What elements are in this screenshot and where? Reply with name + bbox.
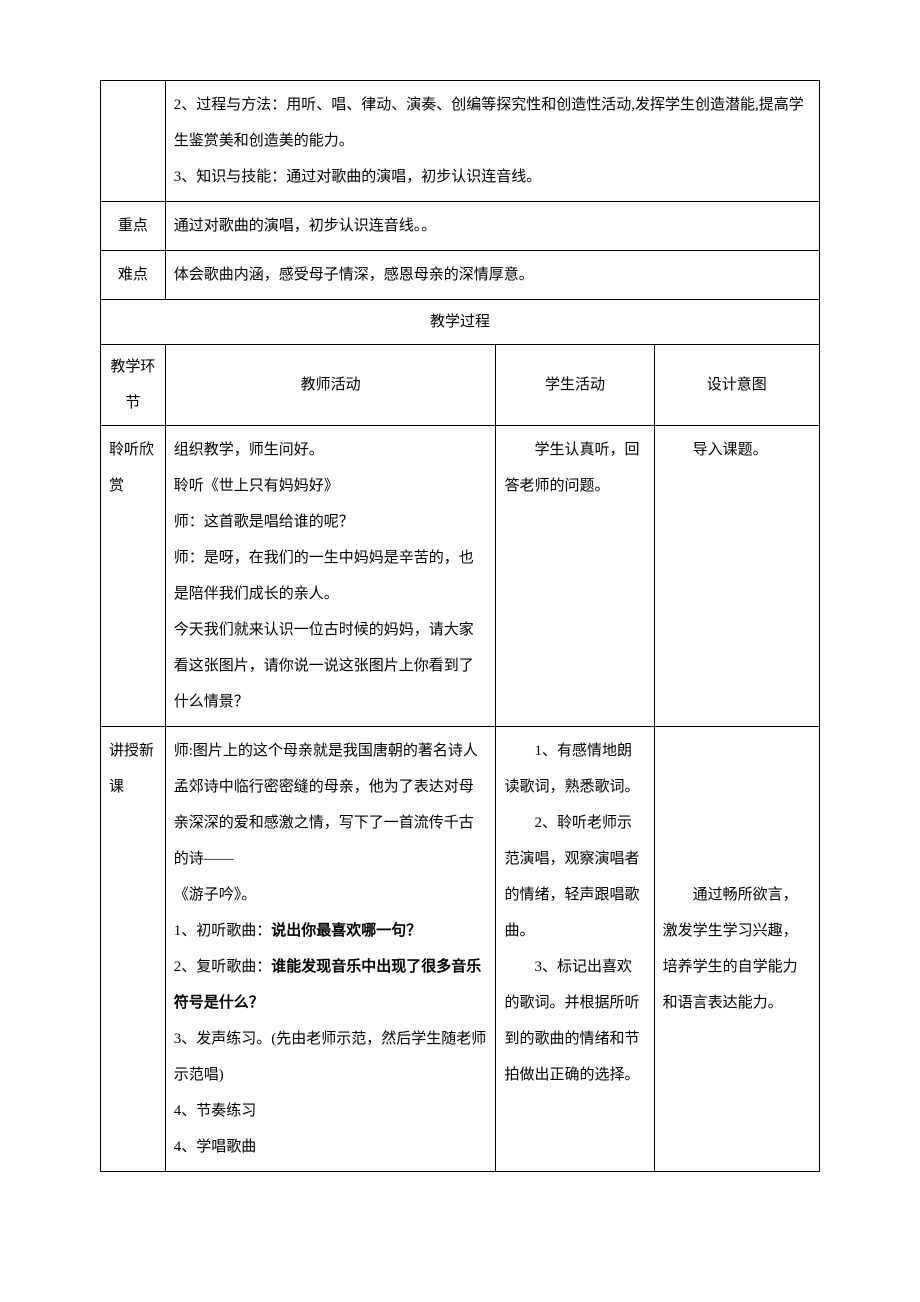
listen-i1: 导入课题。 <box>663 432 811 468</box>
teach-s3: 3、标记出喜欢的歌词。并根据所听到的歌曲的情绪和节拍做出正确的选择。 <box>504 949 645 1093</box>
listen-s1: 学生认真听，回答老师的问题。 <box>504 432 645 504</box>
process-header-row: 教学过程 <box>101 300 820 345</box>
phase-listen-row: 聆听欣赏 组织教学，师生问好。 聆听《世上只有妈妈好》 师：这首歌是唱给谁的呢？… <box>101 426 820 727</box>
phase-listen-teacher: 组织教学，师生问好。 聆听《世上只有妈妈好》 师：这首歌是唱给谁的呢？ 师：是呀… <box>165 426 496 727</box>
teach-t4a: 2、复听歌曲： <box>174 959 272 975</box>
teach-t5: 3、发声练习。(先由老师示范，然后学生随老师示范唱) <box>174 1021 488 1093</box>
teach-s2: 2、聆听老师示范演唱，观察演唱者的情绪，轻声跟唱歌曲。 <box>504 805 645 949</box>
keypoint-text: 通过对歌曲的演唱，初步认识连音线。。 <box>165 202 819 251</box>
listen-t3: 师：这首歌是唱给谁的呢？ <box>174 504 488 540</box>
teach-t7: 4、学唱歌曲 <box>174 1129 488 1165</box>
teach-t3a: 1、初听歌曲： <box>174 923 272 939</box>
teach-t2: 《游子吟》。 <box>174 877 488 913</box>
listen-t1: 组织教学，师生问好。 <box>174 432 488 468</box>
col-student: 学生活动 <box>496 345 654 426</box>
objectives-row: 2、过程与方法：用听、唱、律动、演奏、创编等探究性和创造性活动,发挥学生创造潜能… <box>101 81 820 202</box>
lesson-plan-table: 2、过程与方法：用听、唱、律动、演奏、创编等探究性和创造性活动,发挥学生创造潜能… <box>100 80 820 1172</box>
objectives-label-cell <box>101 81 166 202</box>
phase-listen-student: 学生认真听，回答老师的问题。 <box>496 426 654 727</box>
phase-teach-row: 讲授新课 师:图片上的这个母亲就是我国唐朝的著名诗人孟郊诗中临行密密缝的母亲，他… <box>101 727 820 1172</box>
objective-2: 2、过程与方法：用听、唱、律动、演奏、创编等探究性和创造性活动,发挥学生创造潜能… <box>174 87 811 159</box>
teach-i1: 通过畅所欲言，激发学生学习兴趣，培养学生的自学能力和语言表达能力。 <box>663 877 811 1021</box>
listen-t2: 聆听《世上只有妈妈好》 <box>174 468 488 504</box>
column-header-row: 教学环节 教师活动 学生活动 设计意图 <box>101 345 820 426</box>
phase-teach-student: 1、有感情地朗读歌词，熟悉歌词。 2、聆听老师示范演唱，观察演唱者的情绪，轻声跟… <box>496 727 654 1172</box>
phase-listen-intent: 导入课题。 <box>654 426 819 727</box>
phase-teach-intent: 通过畅所欲言，激发学生学习兴趣，培养学生的自学能力和语言表达能力。 <box>654 727 819 1172</box>
phase-teach-label: 讲授新课 <box>101 727 166 1172</box>
process-header: 教学过程 <box>101 300 820 345</box>
teach-t1: 师:图片上的这个母亲就是我国唐朝的著名诗人孟郊诗中临行密密缝的母亲，他为了表达对… <box>174 733 488 877</box>
objectives-content: 2、过程与方法：用听、唱、律动、演奏、创编等探究性和创造性活动,发挥学生创造潜能… <box>165 81 819 202</box>
phase-listen-label: 聆听欣赏 <box>101 426 166 727</box>
teach-t3b: 说出你最喜欢哪一句？ <box>271 922 421 939</box>
teach-t6: 4、节奏练习 <box>174 1093 488 1129</box>
teach-s1: 1、有感情地朗读歌词，熟悉歌词。 <box>504 733 645 805</box>
teach-t4: 2、复听歌曲：谁能发现音乐中出现了很多音乐符号是什么？ <box>174 949 488 1021</box>
col-phase: 教学环节 <box>101 345 166 426</box>
keypoint-row: 重点 通过对歌曲的演唱，初步认识连音线。。 <box>101 202 820 251</box>
difficulty-text: 体会歌曲内涵，感受母子情深，感恩母亲的深情厚意。 <box>165 251 819 300</box>
col-teacher: 教师活动 <box>165 345 496 426</box>
phase-teach-teacher: 师:图片上的这个母亲就是我国唐朝的著名诗人孟郊诗中临行密密缝的母亲，他为了表达对… <box>165 727 496 1172</box>
objective-3: 3、知识与技能：通过对歌曲的演唱，初步认识连音线。 <box>174 159 811 195</box>
listen-t4: 师：是呀，在我们的一生中妈妈是辛苦的，也是陪伴我们成长的亲人。 <box>174 540 488 612</box>
col-intent: 设计意图 <box>654 345 819 426</box>
listen-t5: 今天我们就来认识一位古时候的妈妈，请大家看这张图片，请你说一说这张图片上你看到了… <box>174 612 488 720</box>
difficulty-row: 难点 体会歌曲内涵，感受母子情深，感恩母亲的深情厚意。 <box>101 251 820 300</box>
teach-t3: 1、初听歌曲：说出你最喜欢哪一句？ <box>174 913 488 949</box>
keypoint-label: 重点 <box>101 202 166 251</box>
difficulty-label: 难点 <box>101 251 166 300</box>
